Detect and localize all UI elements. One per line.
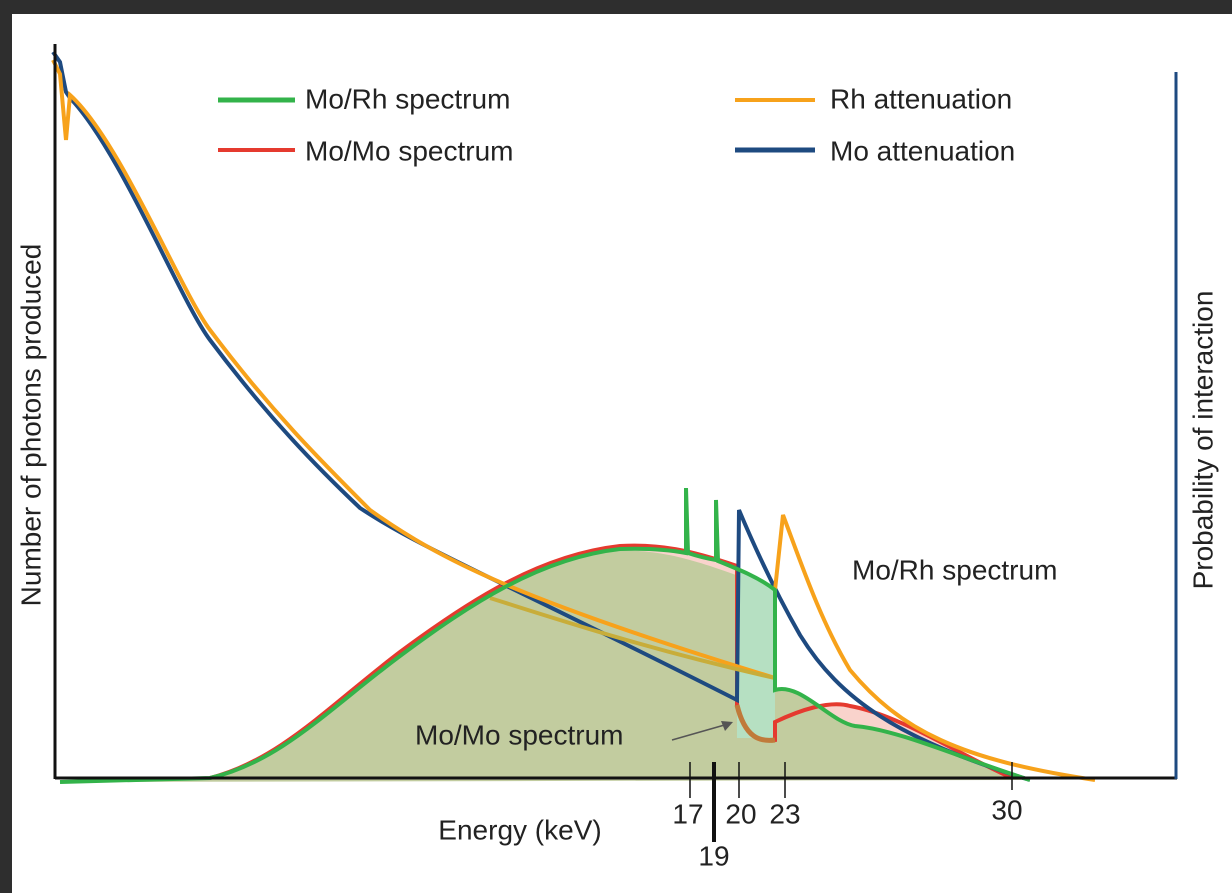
annotation: Mo/Mo spectrum [415, 719, 624, 750]
legend-label: Mo/Rh spectrum [305, 83, 510, 114]
legend-label: Mo/Mo spectrum [305, 135, 514, 166]
arrow-head [721, 721, 733, 731]
x-axis-label: Energy (keV) [438, 814, 601, 845]
tick-label: 17 [672, 798, 703, 829]
legend-label: Mo attenuation [830, 135, 1015, 166]
rh-attenuation [51, 59, 1096, 782]
y2-axis-label: Probability of interaction [1187, 291, 1218, 590]
ticks [689, 762, 1013, 842]
y-axis-label: Number of photons produced [15, 244, 46, 607]
annotation: Mo/Rh spectrum [852, 554, 1057, 585]
k-edge-fill [737, 570, 775, 738]
tick-label: 30 [991, 794, 1022, 825]
tick-label: 19 [698, 840, 729, 871]
tick-label: 20 [725, 798, 756, 829]
rh-overlap [489, 596, 776, 680]
tick-label: 23 [769, 798, 800, 829]
mo-rh-fill [60, 550, 1030, 782]
mo-mo-dip [734, 704, 776, 743]
arrow [671, 723, 729, 741]
mo-rh-curve [59, 487, 1031, 784]
legend-label: Rh attenuation [830, 83, 1012, 114]
